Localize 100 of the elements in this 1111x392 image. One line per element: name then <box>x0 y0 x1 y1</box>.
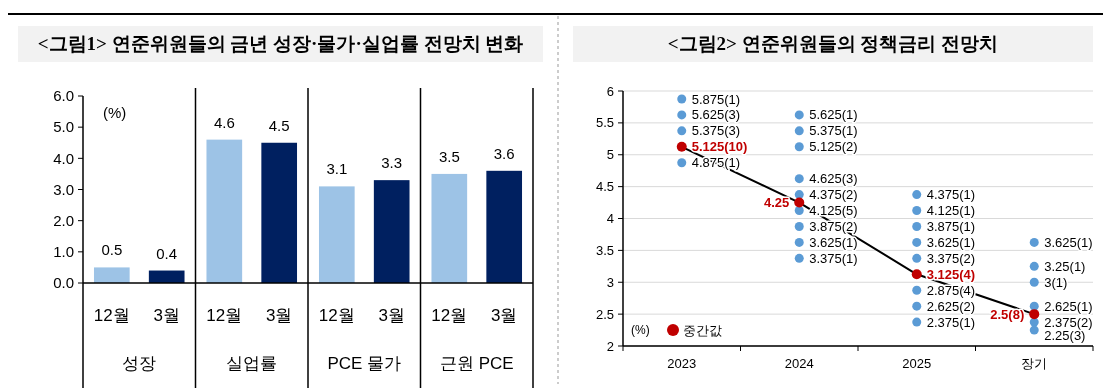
point <box>794 174 804 184</box>
data-label: 3.875(1) <box>926 219 976 235</box>
y-tick-label: 2.5 <box>595 306 614 322</box>
data-label: 3.6 <box>493 144 515 162</box>
data-label: 2.625(1) <box>1044 298 1093 314</box>
point <box>794 253 804 263</box>
legend-label: 중간값 <box>683 322 722 338</box>
data-label: 5.125(10) <box>691 139 748 155</box>
data-label: 0.4 <box>156 244 178 262</box>
point <box>912 301 922 311</box>
bar <box>261 142 298 283</box>
text: 3월 <box>490 306 518 325</box>
bar <box>486 170 523 283</box>
chart-title: <그림2> 연준위원들의 정책금리 전망치 <box>667 33 999 54</box>
point <box>912 317 922 327</box>
point <box>677 158 687 168</box>
y-tick-label: 5.0 <box>53 118 74 136</box>
point <box>1029 261 1039 271</box>
x-tick-label: 실업률 <box>226 354 278 373</box>
data-label: 3.25(1) <box>1044 258 1086 274</box>
point <box>1029 277 1039 287</box>
point <box>794 221 804 231</box>
text: 12월 <box>206 306 243 325</box>
point <box>676 141 687 152</box>
y-tick-label: 4.5 <box>595 179 614 195</box>
data-label: 0.5 <box>101 241 123 259</box>
point <box>794 197 805 208</box>
point <box>677 110 687 120</box>
data-label: 5.625(3) <box>691 107 741 123</box>
y-tick-label: 3.5 <box>595 242 614 258</box>
y-axis-title: (%) <box>631 323 650 337</box>
data-label: 3.625(1) <box>809 234 858 250</box>
data-label: 3.125(4) <box>926 266 976 282</box>
point <box>912 285 922 295</box>
point <box>911 269 922 280</box>
point <box>794 237 804 247</box>
data-label: 5.875(1) <box>691 91 741 107</box>
y-tick-label: 4.0 <box>53 149 74 167</box>
point <box>794 142 804 152</box>
point <box>677 126 687 136</box>
data-label: 2.5(8) <box>990 306 1025 322</box>
y-tick-label: 5.5 <box>595 115 614 131</box>
x-tick-label: 장기 <box>1021 356 1048 371</box>
series-label: 3월 <box>153 306 180 325</box>
y-tick-label: 0.0 <box>53 274 74 292</box>
y-tick-label: 4 <box>606 211 614 227</box>
data-label: 3.375(2) <box>926 250 976 266</box>
x-tick-label: 근원 PCE <box>439 354 514 373</box>
y-tick-label: 3.0 <box>53 180 74 198</box>
x-tick-label: 성장 <box>122 354 157 373</box>
x-tick-label: PCE 물가 <box>327 354 402 373</box>
point <box>912 253 922 263</box>
point <box>912 237 922 247</box>
y-tick-label: 2.0 <box>53 211 74 229</box>
point <box>794 110 804 120</box>
data-label: 3.3 <box>381 154 403 172</box>
point <box>794 126 804 136</box>
bar <box>318 186 355 283</box>
data-label: 4.5 <box>268 116 290 134</box>
chart-title: <그림1> 연준위원들의 금년 성장·물가·실업률 전망치 변화 <box>37 33 524 54</box>
data-label: 5.125(2) <box>809 139 858 155</box>
point <box>912 221 922 231</box>
point <box>1029 237 1039 247</box>
data-label: 5.625(1) <box>809 107 858 123</box>
bar <box>431 173 468 283</box>
point <box>1029 309 1040 320</box>
data-label: 3.5 <box>438 147 460 165</box>
data-label: 2.375(1) <box>926 314 976 330</box>
series-label: 12월 <box>93 306 130 325</box>
bar <box>93 267 130 283</box>
data-label: 4.375(1) <box>926 187 976 203</box>
text: 3월 <box>378 306 405 325</box>
point <box>912 190 922 200</box>
data-label: 3(1) <box>1044 274 1068 290</box>
point <box>677 94 687 104</box>
data-label: 4.375(2) <box>809 187 858 203</box>
point <box>794 206 804 216</box>
y-axis-title: (%) <box>103 104 127 121</box>
data-label: 3.375(1) <box>809 250 858 266</box>
data-label: 5.375(3) <box>691 123 741 139</box>
text: 12월 <box>318 306 355 325</box>
y-tick-label: 2 <box>606 338 614 354</box>
data-label: 5.375(1) <box>809 123 858 139</box>
y-tick-label: 6 <box>606 83 614 99</box>
y-tick-label: 1.0 <box>53 243 74 261</box>
data-label: 3.625(1) <box>926 234 976 250</box>
data-label: 2.625(2) <box>926 298 976 314</box>
point <box>1029 325 1039 335</box>
text: 12월 <box>431 306 468 325</box>
text: 3월 <box>265 306 293 325</box>
y-tick-label: 3 <box>606 274 614 290</box>
data-label: 4.25 <box>763 195 790 211</box>
data-label: 4.125(5) <box>809 203 858 219</box>
point <box>912 206 922 216</box>
data-label: 4.125(1) <box>926 203 976 219</box>
data-label: 3.1 <box>326 160 348 178</box>
data-label: 4.625(3) <box>809 171 858 187</box>
x-tick-label: 2024 <box>784 356 814 371</box>
bar <box>206 139 243 283</box>
y-tick-label: 6.0 <box>53 87 74 105</box>
